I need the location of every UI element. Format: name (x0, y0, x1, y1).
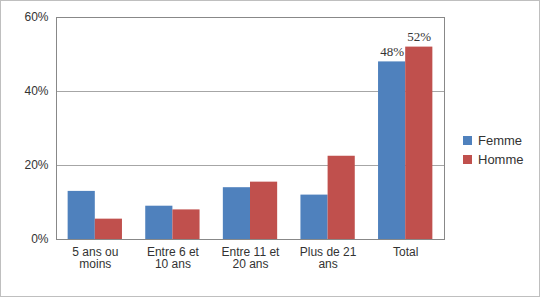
svg-text:48%: 48% (380, 44, 404, 59)
svg-text:Entre 11 et20 ans: Entre 11 et20 ans (222, 245, 280, 271)
html-text:Homme: Homme (478, 152, 524, 167)
svg-text:52%: 52% (407, 29, 431, 44)
svg-text:60%: 60% (24, 10, 48, 24)
svg-text:5 ans oumoins: 5 ans oumoins (72, 245, 118, 271)
svg-text:20%: 20% (24, 158, 48, 172)
html-text:Femme: Femme (478, 133, 523, 148)
svg-text:Entre 6 et10 ans: Entre 6 et10 ans (147, 245, 200, 271)
svg-text:40%: 40% (24, 84, 48, 98)
svg-text:Plus de 21ans: Plus de 21ans (300, 245, 357, 271)
svg-text:0%: 0% (31, 232, 49, 246)
svg-text:Total: Total (393, 245, 418, 259)
